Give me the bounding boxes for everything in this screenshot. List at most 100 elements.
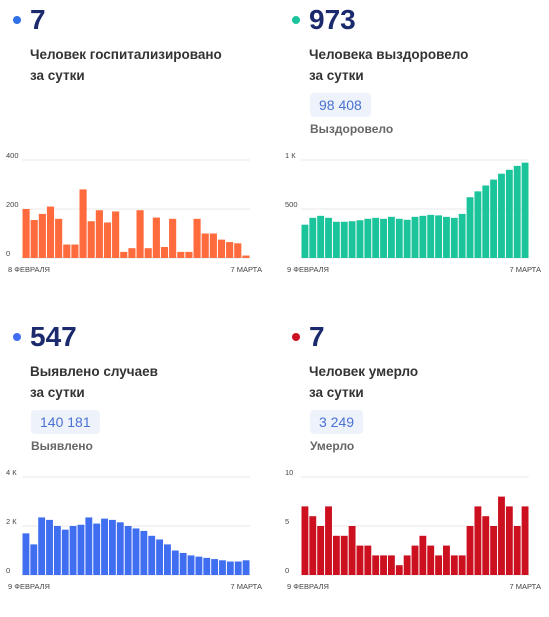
bar (364, 218, 372, 258)
bar (203, 557, 211, 575)
bar (301, 506, 309, 575)
hospitalized-description: Человек госпитализировано за сутки (30, 47, 222, 83)
deaths-total-label: Умерло (310, 439, 355, 453)
bar (211, 559, 219, 575)
bar (380, 555, 387, 575)
bar (395, 218, 403, 258)
y-tick-label: 5 (285, 517, 289, 526)
bar (226, 561, 234, 575)
bar (103, 222, 112, 258)
bar (450, 217, 458, 258)
x-start-label: 8 ФЕВРАЛЯ (8, 265, 50, 274)
x-end-label: 7 МАРТА (230, 265, 262, 274)
bar (435, 555, 443, 575)
bar (242, 560, 250, 575)
bar (22, 209, 30, 258)
bar (458, 555, 466, 575)
hospitalized-count: 7 (30, 4, 46, 35)
bar (46, 519, 53, 576)
bar (169, 218, 177, 258)
detected-total: 140 181 (31, 410, 100, 434)
bar (411, 545, 419, 575)
panel-hospitalized: 7 Человек госпитализировано за сутки 0 20… (0, 0, 270, 300)
bar (132, 528, 140, 575)
x-end-label: 7 МАРТА (230, 582, 262, 591)
bar (128, 248, 136, 258)
hospitalized-chart: 0 200 400 8 ФЕВРАЛЯ 7 МАРТА (6, 151, 262, 274)
recovered-chart: 500 1 К 9 ФЕВРАЛЯ 7 МАРТА (285, 151, 541, 274)
bar (309, 217, 317, 258)
x-start-label: 9 ФЕВРАЛЯ (287, 265, 329, 274)
recovered-description: Человека выздоровело за сутки (309, 47, 469, 83)
bar (193, 218, 201, 258)
recovered-count: 973 (309, 4, 356, 35)
bar (419, 535, 427, 575)
bar (513, 165, 521, 258)
bar (372, 217, 380, 258)
detected-count: 547 (30, 321, 77, 352)
bar (372, 555, 380, 575)
deaths-dot-icon (292, 333, 300, 341)
bar (116, 522, 124, 575)
bar (85, 517, 93, 575)
bar (498, 173, 505, 258)
bar (427, 214, 435, 258)
bar (61, 529, 69, 575)
panel-recovered: 973 Человека выздоровело за сутки 98 408… (279, 0, 549, 300)
detected-description: Выявлено случаев за сутки (30, 364, 158, 400)
bar (435, 215, 443, 258)
bar (217, 239, 226, 259)
x-start-label: 9 ФЕВРАЛЯ (287, 582, 329, 591)
bar (140, 530, 148, 575)
bar (63, 244, 71, 258)
panel-detected: 547 Выявлено случаев за сутки 140 181 Вы… (0, 317, 270, 617)
bar (490, 526, 498, 575)
bar (195, 556, 203, 576)
bar (364, 545, 372, 575)
bar (387, 216, 395, 258)
bar (443, 545, 450, 575)
bar (403, 219, 411, 258)
bar (348, 526, 356, 575)
bar (179, 552, 187, 575)
y-tick-label: 4 К (6, 468, 17, 477)
bar (148, 535, 156, 575)
bar (482, 516, 490, 575)
bar (443, 216, 450, 258)
bar (53, 526, 61, 575)
bar (93, 523, 101, 575)
bar (513, 526, 521, 575)
bar (79, 189, 87, 258)
bar (482, 185, 490, 258)
bar (164, 544, 171, 576)
y-tick-label: 10 (285, 468, 293, 477)
bar (156, 539, 164, 575)
bar (466, 197, 474, 258)
detected-dot-icon (13, 333, 21, 341)
y-tick-label: 200 (6, 200, 19, 209)
bar (171, 550, 179, 575)
bar (112, 211, 120, 258)
bar (340, 221, 348, 258)
y-tick-label: 500 (285, 200, 298, 209)
bar (95, 210, 103, 258)
bar (521, 506, 529, 575)
recovered-dot-icon (292, 16, 300, 24)
bar (185, 251, 193, 259)
panel-deaths: 7 Человек умерло за сутки 3 249 Умерло 0… (279, 317, 549, 617)
hospitalized-dot-icon (13, 16, 21, 24)
bar (411, 216, 419, 258)
bar (38, 517, 46, 575)
bar (77, 524, 85, 575)
bar (340, 535, 348, 575)
y-tick-label: 0 (6, 566, 10, 575)
bar (136, 210, 144, 258)
x-end-label: 7 МАРТА (509, 265, 541, 274)
bar (30, 220, 38, 258)
bar (101, 518, 108, 575)
bar (490, 179, 498, 258)
bar (219, 560, 226, 575)
bar (46, 206, 55, 258)
bar (160, 246, 169, 258)
bar (22, 533, 30, 575)
